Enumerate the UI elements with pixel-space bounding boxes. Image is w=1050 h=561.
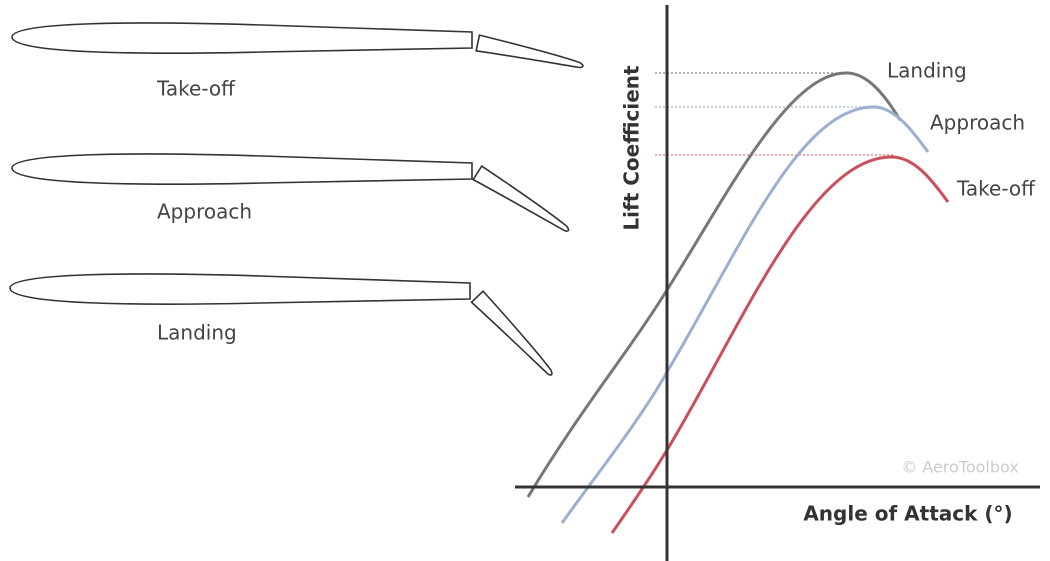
airfoil-landing: Landing	[10, 274, 558, 380]
landing-curve	[528, 73, 900, 497]
approach-curve	[562, 107, 928, 523]
airfoil-takeoff: Take-off	[12, 23, 585, 101]
curve-label: Landing	[887, 59, 967, 83]
airfoil-label: Take-off	[156, 77, 236, 101]
airfoil-label: Landing	[157, 321, 237, 345]
takeoff-curve	[612, 157, 948, 533]
y-axis-label: Lift Coefficient	[620, 65, 644, 231]
airfoil-label: Approach	[157, 200, 252, 224]
watermark: © AeroToolbox	[901, 458, 1019, 477]
diagram: Take-off Approach Landing Landing Approa…	[0, 0, 1050, 561]
x-axis-label: Angle of Attack (°)	[803, 502, 1012, 526]
airfoil-approach: Approach	[12, 154, 573, 237]
curve-label: Take-off	[956, 177, 1036, 201]
curve-label: Approach	[930, 111, 1025, 135]
